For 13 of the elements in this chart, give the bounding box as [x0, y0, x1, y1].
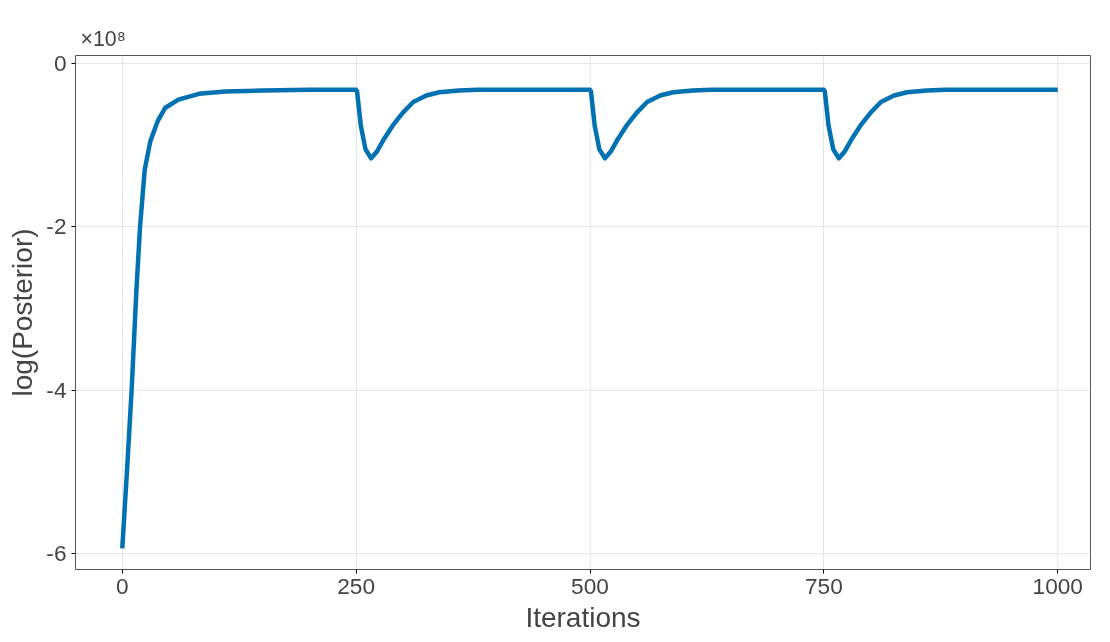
x-axis-title: Iterations: [525, 601, 641, 633]
y-tick-label: -6: [46, 539, 67, 566]
x-tick-label: 0: [115, 572, 129, 599]
text: ×10⁸: [80, 26, 126, 51]
x-tick-label: 500: [571, 572, 609, 599]
x-tick-label: 250: [337, 572, 376, 599]
y-tick-label: -2: [46, 213, 67, 240]
line-series: [120, 87, 1061, 551]
y-tick-label: -4: [46, 376, 67, 403]
y-axis-title: log(Posterior): [7, 228, 39, 397]
x-tick-label: 750: [804, 572, 843, 599]
y-tick-label: 0: [53, 50, 67, 77]
x-tick-label: 1000: [1032, 572, 1083, 599]
